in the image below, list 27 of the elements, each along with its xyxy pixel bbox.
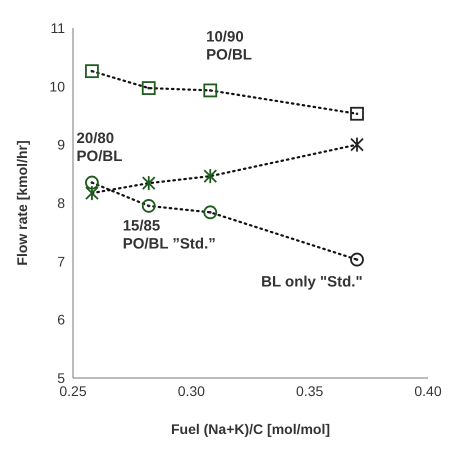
point bbox=[142, 199, 156, 213]
annotation: 10/90 PO/BL bbox=[206, 28, 252, 64]
annotation: BL only "Std." bbox=[261, 274, 363, 291]
point bbox=[350, 106, 364, 121]
y-tick-label: 8 bbox=[57, 194, 66, 211]
point bbox=[350, 136, 364, 153]
y-tick-label: 11 bbox=[50, 20, 66, 36]
x-tick-label: 0.40 bbox=[414, 382, 442, 399]
point bbox=[203, 168, 218, 184]
point bbox=[85, 185, 99, 201]
annotation: 15/85 PO/BL ”Std.” bbox=[122, 218, 216, 253]
point bbox=[142, 175, 156, 192]
x-tick-label: 0.30 bbox=[178, 382, 206, 399]
y-tick-label: 7 bbox=[57, 253, 66, 270]
annotation: 20/80 PO/BL bbox=[76, 130, 122, 166]
point bbox=[85, 176, 99, 190]
point bbox=[203, 84, 218, 98]
point bbox=[85, 64, 99, 78]
y-tick-label: 6 bbox=[57, 312, 66, 328]
y-tick-label: 10 bbox=[49, 78, 66, 94]
x-axis-title: Fuel (Na+K)/C [mol/mol] bbox=[170, 421, 330, 437]
x-tick-label: 0.35 bbox=[296, 382, 324, 399]
point bbox=[350, 252, 364, 266]
y-tick-label: 9 bbox=[57, 136, 66, 153]
point bbox=[203, 205, 218, 220]
y-axis-title: Flow rate [kmol/hr] bbox=[14, 140, 30, 266]
point bbox=[142, 81, 156, 95]
